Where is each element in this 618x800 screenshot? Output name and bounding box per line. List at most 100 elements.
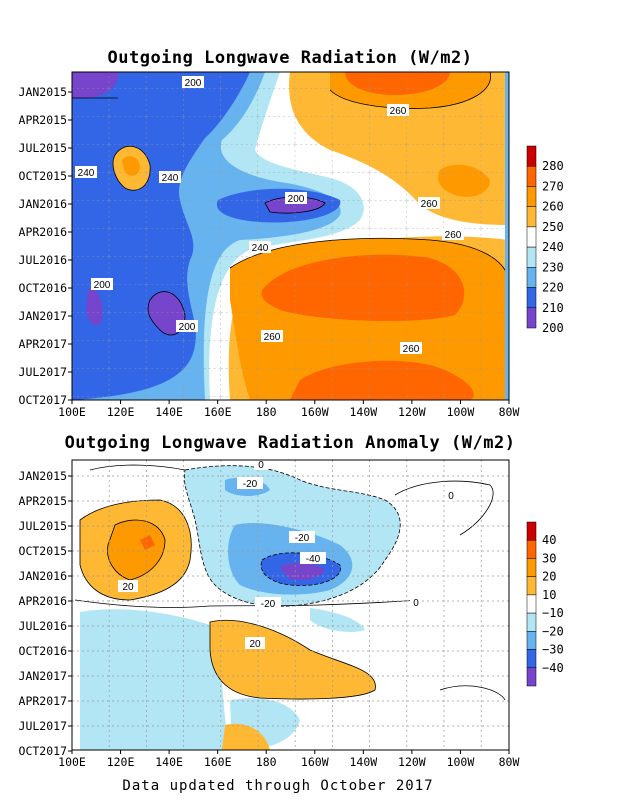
colorbar-swatch	[526, 267, 537, 288]
x-tick-label: 100E	[58, 755, 86, 769]
chart2-contour-labels: -20 0 0 -20 -40 20 -20 0 20	[118, 458, 457, 650]
y-tick-label: JUL2015	[19, 141, 67, 155]
y-tick-label: JAN2015	[19, 469, 67, 483]
colorbar-swatch	[526, 206, 537, 228]
contour-label: 200	[94, 280, 111, 291]
colorbar-label: −20	[542, 624, 564, 638]
y-tick-label: OCT2017	[19, 393, 68, 407]
colorbar-swatch	[526, 246, 537, 268]
chart1-contour-labels: 200 260 240 240 200 260 260 240 200 200 …	[75, 76, 464, 355]
contour-label: 240	[162, 173, 179, 184]
x-tick-label: 100W	[447, 755, 475, 769]
colorbar-label: 10	[542, 588, 556, 602]
colorbar-label: 40	[542, 533, 556, 547]
x-tick-label: 140E	[155, 405, 183, 419]
y-tick-label: OCT2017	[19, 744, 68, 758]
colorbar-label: −30	[542, 643, 564, 657]
chart1-colorbar: 280 270 260 250 240 230 220 210 200	[526, 145, 564, 335]
y-tick-label: OCT2016	[19, 281, 68, 295]
y-tick-label: JAN2015	[19, 85, 67, 99]
x-tick-label: 140W	[349, 405, 377, 419]
y-tick-label: APR2016	[19, 225, 68, 239]
contour-label: 260	[445, 230, 462, 241]
y-tick-label: JAN2017	[19, 309, 68, 323]
x-tick-label: 80W	[499, 405, 520, 419]
contour-label: 260	[264, 332, 281, 343]
y-tick-label: OCT2015	[19, 544, 67, 558]
y-tick-label: OCT2016	[19, 644, 68, 658]
contour-label: 240	[78, 168, 95, 179]
colorbar-swatch	[526, 539, 537, 559]
colorbar-label: 240	[542, 240, 564, 254]
colorbar-swatch	[526, 649, 537, 669]
x-tick-label: 140E	[155, 755, 183, 769]
contour-label: 200	[288, 194, 305, 205]
contour-label: -40	[306, 554, 321, 565]
colorbar-label: 200	[542, 321, 564, 335]
contour-label: 240	[252, 243, 269, 254]
contour-label: 0	[258, 460, 264, 471]
colorbar-label: 270	[542, 179, 564, 193]
colorbar-label: 220	[542, 281, 564, 295]
contour-label: 0	[448, 491, 454, 502]
chart2-field	[72, 460, 509, 750]
colorbar-swatch	[526, 521, 537, 541]
x-tick-label: 100E	[58, 405, 86, 419]
colorbar-swatch	[526, 576, 537, 596]
x-tick-label: 120W	[398, 755, 426, 769]
contour-label: 20	[122, 582, 134, 593]
x-tick-label: 180	[256, 405, 277, 419]
x-tick-label: 140W	[349, 755, 377, 769]
colorbar-label: 250	[542, 220, 564, 234]
colorbar-swatch	[526, 667, 537, 687]
colorbar-swatch	[526, 145, 537, 167]
y-tick-label: APR2017	[19, 337, 68, 351]
y-tick-label: APR2017	[19, 694, 68, 708]
colorbar-swatch	[526, 186, 537, 207]
contour-label: 0	[413, 598, 419, 609]
y-tick-label: APR2016	[19, 594, 68, 608]
y-tick-label: JUL2017	[19, 719, 68, 733]
contour-label: -20	[243, 479, 258, 490]
colorbar-swatch	[526, 307, 537, 329]
contour-label: 20	[249, 639, 261, 650]
x-tick-label: 180	[256, 755, 277, 769]
y-tick-label: JUL2016	[19, 619, 68, 633]
chart1-field	[72, 72, 509, 400]
contour-label: 260	[390, 106, 407, 117]
y-tick-label: OCT2015	[19, 169, 67, 183]
x-tick-label: 120W	[398, 405, 426, 419]
colorbar-swatch	[526, 594, 537, 614]
colorbar-label: 30	[542, 551, 556, 565]
y-tick-label: JAN2017	[19, 669, 68, 683]
x-tick-label: 80W	[499, 755, 520, 769]
y-tick-label: JUL2016	[19, 253, 68, 267]
x-tick-label: 160E	[204, 755, 232, 769]
contour-label: -20	[261, 599, 276, 610]
colorbar-swatch	[526, 165, 537, 187]
colorbar-label: 280	[542, 159, 564, 173]
contour-label: 200	[185, 78, 202, 89]
contour-label: 260	[421, 199, 438, 210]
y-tick-label: JAN2016	[19, 569, 68, 583]
colorbar-label: 230	[542, 260, 564, 274]
colorbar-label: 210	[542, 301, 564, 315]
y-tick-label: APR2015	[19, 113, 67, 127]
contour-label: -20	[295, 533, 310, 544]
x-tick-label: 160W	[301, 405, 329, 419]
y-tick-label: JUL2015	[19, 519, 67, 533]
colorbar-swatch	[526, 226, 537, 248]
contour-label: 260	[403, 344, 420, 355]
x-tick-label: 120E	[107, 755, 135, 769]
colorbar-label: 20	[542, 570, 556, 584]
colorbar-swatch	[526, 612, 537, 632]
colorbar-swatch	[526, 558, 537, 577]
x-tick-label: 160E	[204, 405, 232, 419]
colorbar-label: 260	[542, 200, 564, 214]
colorbar-swatch	[526, 287, 537, 309]
chart2-axes: JAN2015 APR2015 JUL2015 OCT2015 JAN2016 APR20…	[19, 469, 520, 769]
contour-label: 200	[179, 322, 196, 333]
colorbar-label: −40	[542, 661, 564, 675]
x-tick-label: 100W	[447, 405, 475, 419]
